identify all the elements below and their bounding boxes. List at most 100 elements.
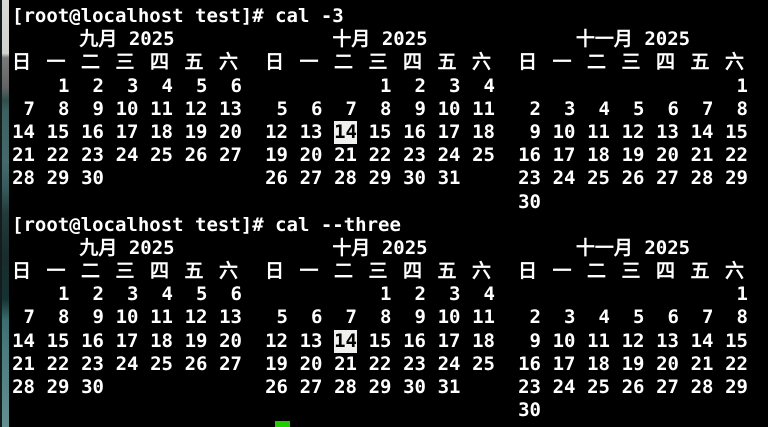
day-cell: 11	[587, 329, 610, 352]
weekday-label: 一	[46, 51, 66, 74]
day-cell: 4	[161, 74, 173, 97]
month-calendar: 十月 2025 日一二三四五六 1 2 3 4 5 6 7 8 9 10 11 12 13 14 15 16 17 1…	[265, 28, 495, 214]
month-title: 十月 2025	[332, 236, 428, 259]
day-cell: 8	[736, 97, 748, 120]
empty-day-cell	[691, 191, 714, 214]
day-cell: 13	[656, 329, 679, 352]
date-row: 1	[518, 75, 748, 98]
weekday-label: 四	[656, 51, 676, 74]
date-row: 14 15 16 17 18 19 20	[12, 121, 242, 144]
weekday-header-row: 日一二三四五六	[518, 51, 748, 74]
day-cell: 5	[196, 283, 208, 306]
prompt-text: [root@localhost test]# cal --three	[12, 213, 401, 236]
date-row: 30	[518, 399, 748, 422]
day-cell: 8	[58, 306, 70, 329]
day-cell: 24	[552, 167, 576, 190]
day-cell: 5	[276, 306, 288, 329]
weekday-label: 五	[690, 260, 710, 283]
day-cell: 7	[345, 97, 357, 120]
weekday-header-row: 日一二三四五六	[12, 260, 242, 283]
weekday-label: 日	[12, 260, 32, 283]
day-cell: 20	[656, 352, 679, 375]
date-row: 19 20 21 22 23 24 25	[265, 144, 495, 167]
day-cell: 30	[403, 167, 426, 190]
day-cell: 26	[621, 376, 645, 398]
empty-day-cell	[472, 167, 495, 190]
day-cell: 15	[725, 329, 748, 352]
date-row: 12 13 14 15 16 17 18	[265, 329, 495, 353]
day-cell: 13	[219, 97, 242, 120]
empty-day-cell	[219, 399, 242, 422]
date-row: 30	[518, 191, 748, 214]
empty-day-cell	[12, 75, 35, 98]
weekday-label: 三	[621, 51, 641, 74]
day-cell: 13	[299, 120, 323, 143]
day-cell: 7	[345, 306, 357, 329]
day-cell: 27	[656, 376, 679, 398]
day-cell: 20	[656, 144, 679, 167]
day-cell: 4	[598, 306, 610, 329]
weekday-label: 五	[690, 51, 710, 74]
day-cell: 4	[161, 283, 173, 306]
weekday-label: 一	[299, 260, 319, 283]
weekday-label: 二	[587, 260, 607, 283]
day-cell: 23	[518, 167, 541, 190]
empty-day-cell	[334, 283, 357, 306]
weekday-label: 二	[81, 51, 101, 74]
day-cell: 6	[667, 306, 679, 329]
day-cell: 16	[403, 120, 426, 143]
day-cell: 3	[127, 283, 139, 306]
empty-day-cell	[219, 191, 242, 214]
weekday-label: 二	[81, 260, 101, 283]
day-cell: 23	[81, 144, 104, 167]
weekday-label: 六	[725, 260, 745, 283]
date-row: 26 27 28 29 30 31	[265, 376, 495, 399]
empty-day-cell	[334, 399, 357, 422]
day-cell: 28	[690, 167, 714, 190]
day-cell: 2	[414, 283, 426, 306]
month-title: 九月 2025	[79, 236, 175, 259]
day-cell: 18	[150, 120, 173, 143]
day-cell: 28	[12, 376, 35, 398]
empty-day-cell	[622, 75, 645, 98]
day-cell: 6	[230, 283, 242, 306]
day-cell: 2	[414, 74, 426, 97]
day-cell: 9	[529, 329, 541, 352]
day-cell: 24	[552, 376, 576, 398]
day-cell: 8	[380, 306, 392, 329]
empty-day-cell	[150, 167, 173, 190]
date-row: 28 29 30	[12, 376, 242, 399]
date-row: 14 15 16 17 18 19 20	[12, 330, 242, 353]
day-cell: 29	[46, 167, 70, 190]
day-cell: 15	[368, 329, 392, 352]
day-cell: 22	[725, 144, 748, 167]
empty-day-cell	[265, 75, 288, 98]
day-cell: 13	[656, 120, 679, 143]
weekday-label: 四	[403, 260, 423, 283]
day-cell: 1	[736, 283, 748, 306]
day-cell: 19	[265, 352, 288, 375]
day-cell: 8	[380, 97, 392, 120]
day-cell: 29	[46, 376, 70, 398]
day-cell: 3	[449, 74, 461, 97]
day-cell: 27	[219, 352, 242, 375]
month-title: 九月 2025	[79, 28, 175, 51]
day-cell: 17	[115, 329, 139, 352]
weekday-header-row: 日一二三四五六	[12, 51, 242, 74]
terminal-window[interactable]: [root@localhost test]# cal -3 九月 2025 日一二…	[9, 0, 768, 427]
weekday-label: 五	[437, 260, 457, 283]
day-cell: 11	[150, 97, 173, 120]
day-cell: 16	[403, 329, 426, 352]
weekday-label: 三	[115, 51, 135, 74]
date-row	[265, 191, 495, 214]
day-cell: 1	[58, 283, 70, 306]
empty-day-cell	[300, 191, 323, 214]
day-cell: 18	[472, 329, 495, 352]
day-cell: 25	[472, 352, 495, 375]
day-cell: 7	[702, 97, 714, 120]
date-row	[265, 399, 495, 422]
day-cell: 24	[115, 144, 139, 167]
